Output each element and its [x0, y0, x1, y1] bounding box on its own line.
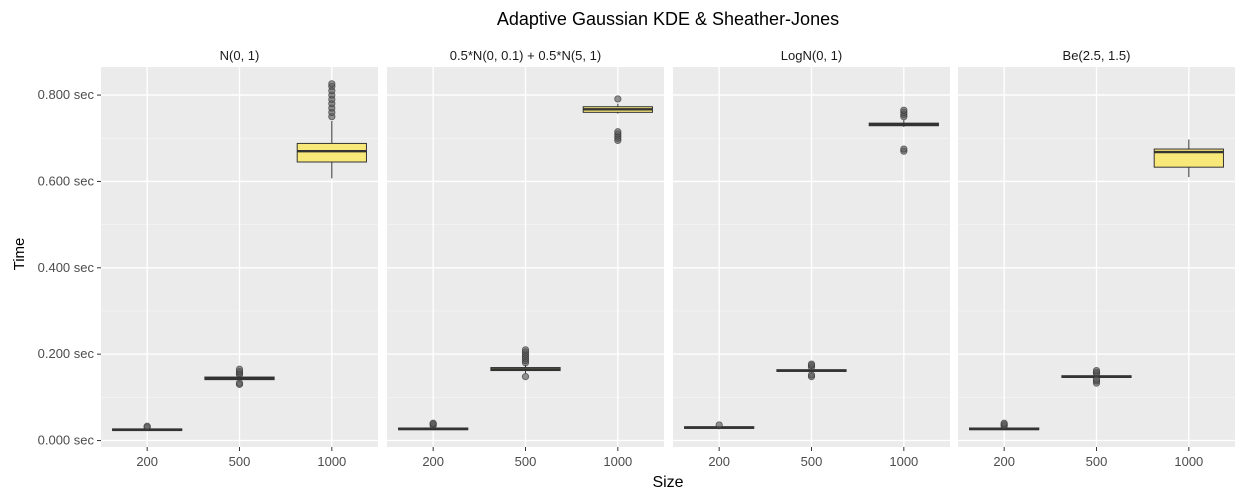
outlier-point	[429, 419, 437, 427]
facet-strip-label: 0.5*N(0, 0.1) + 0.5*N(5, 1)	[450, 48, 601, 63]
x-tick-label: 500	[229, 454, 251, 469]
boxplot-200	[969, 419, 1040, 431]
x-tick-label: 1000	[889, 454, 918, 469]
boxplot-1000	[582, 95, 653, 145]
boxplot-500	[776, 360, 847, 381]
facet-panel: 0.5*N(0, 0.1) + 0.5*N(5, 1) 200 500 1000	[387, 48, 664, 469]
x-tick-label: 500	[1086, 454, 1108, 469]
outlier-point	[807, 371, 816, 379]
outlier-point	[1000, 419, 1008, 427]
outlier-point	[235, 379, 244, 387]
y-tick-label: 0.200 sec	[38, 346, 95, 361]
facet-panel: Be(2.5, 1.5) 200 500 1000	[958, 48, 1235, 469]
outlier-point	[807, 360, 816, 368]
x-tick-label: 1000	[1174, 454, 1203, 469]
x-tick-label: 200	[136, 454, 158, 469]
y-tick-label: 0.800 sec	[38, 87, 95, 102]
x-tick-label: 200	[993, 454, 1015, 469]
outlier-point	[614, 95, 622, 103]
box-iqr	[1153, 148, 1224, 168]
facet-strip-label: N(0, 1)	[220, 48, 260, 63]
boxplot-500	[204, 365, 275, 388]
boxplot-1000	[868, 106, 939, 155]
outlier-point	[143, 422, 151, 430]
x-tick-label: 200	[708, 454, 730, 469]
outlier-point	[328, 80, 336, 88]
box-iqr	[296, 142, 367, 163]
y-tick-label: 0.600 sec	[38, 173, 95, 188]
boxplot-500	[490, 346, 561, 381]
x-tick-label: 1000	[317, 454, 346, 469]
y-tick-label: 0.000 sec	[38, 433, 95, 448]
boxplot-1000	[1153, 139, 1224, 178]
x-tick-label: 500	[515, 454, 537, 469]
boxplot-500	[1061, 366, 1132, 387]
y-tick-label: 0.400 sec	[38, 260, 95, 275]
facet-strip-label: Be(2.5, 1.5)	[1063, 48, 1131, 63]
boxplot-1000	[296, 80, 367, 179]
outlier-point	[715, 421, 723, 429]
outlier-point	[1092, 366, 1101, 375]
boxplot-200	[112, 422, 183, 432]
x-tick-label: 200	[422, 454, 444, 469]
outlier-point	[235, 365, 244, 373]
outlier-point	[900, 145, 908, 153]
outlier-point	[521, 346, 530, 354]
facet-panel: N(0, 1) 200 500 1000	[101, 48, 378, 469]
boxplot-200	[398, 419, 469, 431]
x-axis-title: Size	[652, 474, 683, 491]
x-tick-label: 1000	[603, 454, 632, 469]
outlier-point	[900, 106, 908, 114]
outlier-point	[521, 373, 530, 381]
boxplot-200	[684, 421, 755, 430]
facet-panels: 0.000 sec 0.200 sec 0.400 sec 0.600 sec 0.80…	[38, 48, 1235, 469]
x-tick-label: 500	[801, 454, 823, 469]
facet-strip-label: LogN(0, 1)	[781, 48, 842, 63]
facet-panel: LogN(0, 1) 200 500 1000	[673, 48, 950, 469]
outlier-point	[614, 128, 622, 136]
y-axis-title: Time	[11, 238, 28, 271]
chart-title: Adaptive Gaussian KDE & Sheather-Jones	[497, 9, 839, 29]
